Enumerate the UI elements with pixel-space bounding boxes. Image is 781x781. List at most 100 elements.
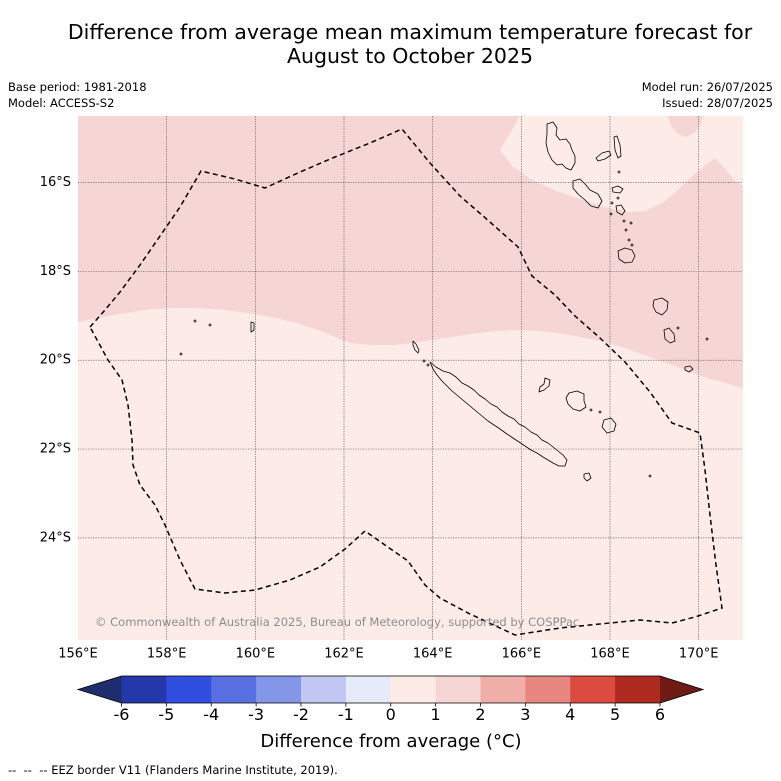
eez-legend-text: EEZ border V11 (Flanders Marine Institut… — [51, 763, 338, 777]
island-isle-of-pines — [583, 472, 592, 482]
islet — [705, 337, 709, 341]
lat-tick-label: 22°S — [40, 442, 71, 457]
islet — [676, 326, 680, 330]
colorbar-bin — [211, 676, 257, 703]
colorbar-tick-label: 6 — [655, 705, 665, 724]
lat-tick-label: 24°S — [40, 530, 71, 545]
island-grande-terre — [429, 361, 568, 467]
info-right: Model run: 26/07/2025 Issued: 28/07/2025 — [642, 79, 773, 111]
colorbar-bin — [345, 676, 392, 703]
colorbar-tick-label: -3 — [248, 705, 264, 724]
island-espiritu-santo — [545, 121, 576, 171]
lat-tick-label: 18°S — [40, 264, 71, 279]
lat-tick-label: 20°S — [40, 353, 71, 368]
colorbar-tick-label: -5 — [158, 705, 174, 724]
model-text: Model: ACCESS-S2 — [8, 96, 115, 110]
island-belep — [412, 340, 420, 354]
forecast-field-1-to-2 — [78, 116, 743, 388]
colorbar-bin — [615, 676, 661, 703]
colorbar-bin — [301, 676, 347, 703]
map-gridlines — [78, 116, 743, 640]
colorbar-tick-label: 1 — [431, 705, 441, 724]
island-lifou — [565, 390, 587, 412]
forecast-field-1-to-2-patch — [668, 116, 703, 137]
islet — [610, 201, 614, 205]
islet — [422, 359, 426, 363]
lon-tick-label: 164°E — [413, 647, 453, 662]
map-title: Difference from average mean maximum tem… — [40, 20, 780, 68]
colorbar-under-arrow — [78, 676, 122, 703]
lon-tick-label: 170°E — [679, 647, 719, 662]
colorbar-bin — [570, 676, 616, 703]
lon-tick-label: 162°E — [324, 647, 364, 662]
colorbar-tick-label: 3 — [520, 705, 530, 724]
islet — [624, 228, 628, 232]
colorbar-bin — [480, 676, 526, 703]
islet — [598, 410, 602, 414]
islet — [627, 238, 631, 242]
islet — [622, 219, 626, 223]
title-line-2: August to October 2025 — [286, 44, 534, 68]
colorbar-tick-label: 2 — [475, 705, 485, 724]
copyright-notice: © Commonwealth of Australia 2025, Bureau… — [95, 615, 580, 629]
map-axis-labels: 156°E 158°E 160°E 162°E 164°E 166°E 168°E 170°E… — [40, 175, 719, 661]
islet — [208, 323, 212, 327]
islet — [193, 319, 197, 323]
lon-tick-label: 156°E — [58, 647, 98, 662]
colorbar-tick-label: 5 — [610, 705, 620, 724]
colorbar-tick-label: 0 — [386, 705, 396, 724]
base-period-text: Base period: 1981-2018 — [8, 80, 147, 94]
lon-tick-label: 168°E — [590, 647, 630, 662]
title-line-1: Difference from average mean maximum tem… — [67, 20, 753, 44]
island-ambrym — [611, 185, 624, 194]
islet — [179, 352, 183, 356]
lon-tick-label: 166°E — [502, 647, 542, 662]
colorbar-label: Difference from average (°C) — [260, 731, 522, 752]
eez-legend: -- -- -- EEZ border V11 (Flanders Marine… — [8, 763, 338, 777]
colorbar-tick-label: -2 — [293, 705, 309, 724]
colorbar-over-arrow — [660, 676, 703, 703]
island-epi — [615, 204, 626, 216]
island-tanna — [663, 327, 676, 344]
eez-border-line — [89, 128, 723, 636]
model-run-text: Model run: 26/07/2025 — [641, 80, 773, 94]
lat-tick-label: 16°S — [40, 175, 71, 190]
colorbar-tick-label: -6 — [114, 705, 130, 724]
island-maewo-ambae — [595, 150, 612, 162]
coastlines — [179, 121, 709, 482]
colorbar-tick-label: -4 — [203, 705, 219, 724]
colorbar-bin — [166, 676, 212, 703]
lon-tick-label: 160°E — [236, 647, 276, 662]
colorbar-bin — [390, 676, 437, 703]
forecast-field — [78, 116, 743, 640]
islet — [616, 196, 620, 200]
colorbar-bin — [525, 676, 571, 703]
island-ouvea — [538, 377, 551, 393]
islet — [609, 212, 613, 216]
island-erromango — [652, 297, 669, 316]
lon-tick-label: 158°E — [147, 647, 187, 662]
island-pentecost — [613, 135, 622, 159]
eez-legend-symbol: -- -- -- — [8, 763, 48, 777]
colorbar: -6 -5 -4 -3 -2 -1 0 1 2 3 4 5 6 — [76, 675, 705, 724]
island-efate — [617, 247, 636, 264]
eez-border — [89, 128, 723, 636]
island-mare — [601, 417, 617, 434]
island-chesterfield — [250, 321, 255, 333]
colorbar-tick-label: -1 — [338, 705, 354, 724]
islet — [617, 170, 621, 174]
info-left: Base period: 1981-2018 Model: ACCESS-S2 — [8, 79, 147, 111]
colorbar-tick-label: 4 — [565, 705, 575, 724]
islet — [426, 363, 430, 367]
islet — [630, 243, 634, 247]
islet — [629, 221, 633, 225]
islet — [648, 474, 652, 478]
colorbar-bin — [121, 676, 167, 703]
colorbar-bin — [256, 676, 302, 703]
island-malekula — [572, 178, 603, 209]
island-aneityum — [684, 365, 694, 373]
colorbar-bin — [435, 676, 481, 703]
issued-text: Issued: 28/07/2025 — [662, 96, 773, 110]
